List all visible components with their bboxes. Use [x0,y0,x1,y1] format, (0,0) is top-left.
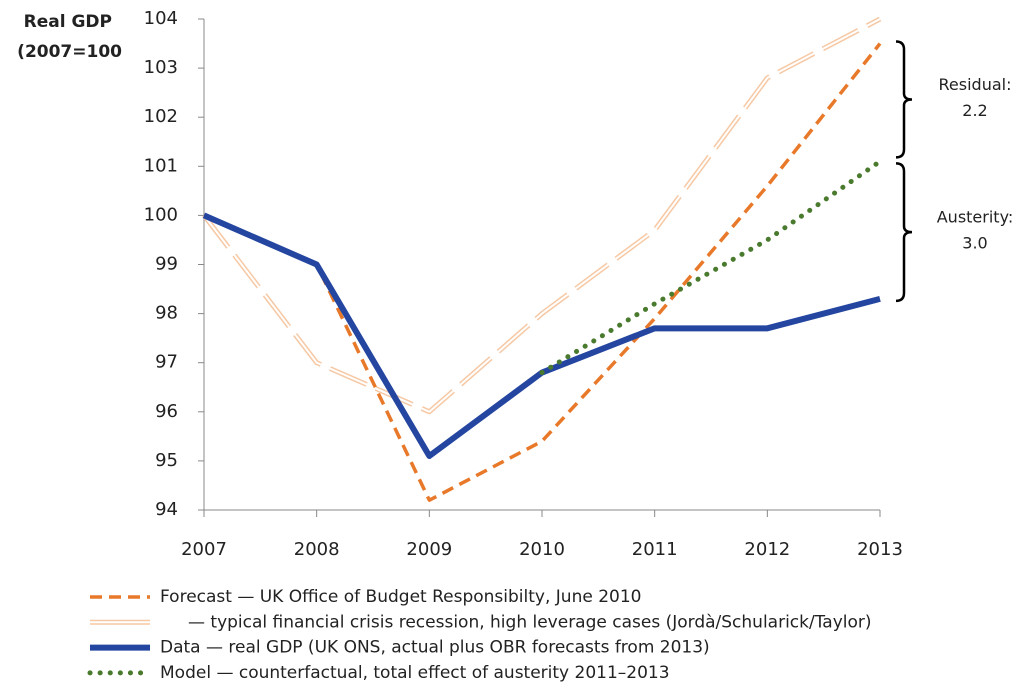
line [202,212,881,459]
y-axis-label: (2007=100 [17,42,122,62]
legend-label: Model — counterfactual, total effect of … [160,663,670,683]
brace [895,40,913,159]
x-tick-label: 2007 [181,539,227,560]
brace [895,162,913,303]
line [203,42,882,502]
legend-label: Forecast — UK Office of Budget Responsib… [160,587,641,607]
legend-label: — typical financial crisis recession, hi… [188,612,872,632]
y-tick-label: 104 [144,8,178,29]
y-tick-label: 99 [155,254,178,275]
x-tick-label: 2012 [744,539,790,560]
y-tick-label: 96 [155,401,178,422]
y-axis-label: Real GDP [24,12,112,32]
y-tick-label: 100 [144,204,178,225]
x-tick-label: 2009 [406,539,452,560]
y-tick-label: 95 [155,450,178,471]
y-tick-label: 98 [155,303,178,324]
legend-label: Data — real GDP (UK ONS, actual plus OBR… [160,638,710,658]
annotation: 2.2 [962,101,987,120]
line [539,158,883,376]
y-tick-label: 103 [144,57,178,78]
line-inner [203,18,881,413]
x-tick-label: 2008 [294,539,340,560]
y-tick-label: 101 [144,155,178,176]
line [202,16,882,415]
y-tick-label: 94 [155,499,178,520]
y-tick-label: 97 [155,352,178,373]
y-tick-label: 102 [144,106,178,127]
annotation: 3.0 [962,234,987,253]
x-tick-label: 2010 [519,539,565,560]
x-tick-label: 2011 [632,539,678,560]
annotation: Residual: [939,75,1012,94]
annotation: Austerity: [937,208,1014,227]
x-tick-label: 2013 [857,539,903,560]
